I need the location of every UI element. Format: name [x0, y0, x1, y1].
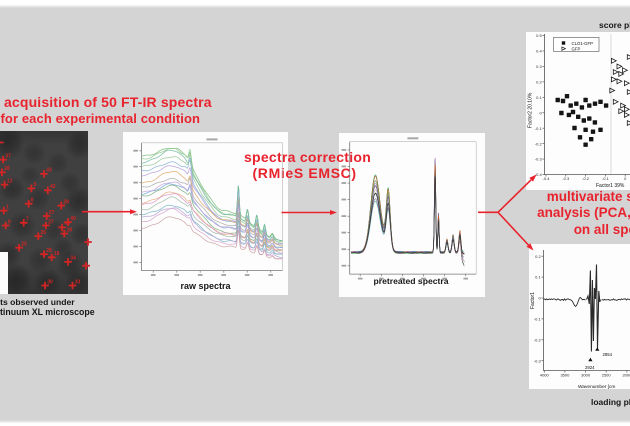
svg-text:-0.3: -0.3 — [535, 157, 543, 162]
svg-text:Wavenumber [cm: Wavenumber [cm — [578, 384, 615, 390]
svg-text:43: 43 — [46, 168, 52, 174]
svg-text:Factor1: Factor1 — [530, 292, 536, 309]
svg-text:2924: 2924 — [585, 365, 595, 370]
svg-text:CLO1-GFP: CLO1-GFP — [572, 41, 594, 46]
svg-text:42: 42 — [50, 184, 56, 190]
svg-text:3000: 3000 — [581, 373, 591, 378]
svg-text:5: 5 — [34, 182, 37, 188]
svg-text:25: 25 — [21, 242, 27, 248]
svg-text:-0.2: -0.2 — [535, 141, 543, 146]
svg-text:-0.3: -0.3 — [534, 358, 542, 363]
svg-text:1: 1 — [6, 204, 9, 210]
svg-text:0: 0 — [624, 176, 627, 181]
svg-text:0.4: 0.4 — [536, 49, 542, 54]
svg-text:37: 37 — [5, 154, 11, 160]
svg-text:-0.4: -0.4 — [543, 176, 551, 181]
svg-text:-0.1: -0.1 — [602, 176, 610, 181]
svg-text:0.1: 0.1 — [536, 95, 542, 100]
svg-text:45: 45 — [64, 221, 70, 227]
svg-text:2854: 2854 — [603, 352, 613, 357]
svg-text:2000: 2000 — [622, 373, 630, 378]
svg-text:Factor1 39%: Factor1 39% — [596, 183, 625, 189]
svg-text:18: 18 — [54, 251, 60, 257]
svg-text:28: 28 — [63, 199, 69, 205]
svg-text:0.1: 0.1 — [535, 275, 541, 280]
svg-text:-0.4: -0.4 — [535, 172, 543, 177]
svg-text:GFP: GFP — [572, 46, 581, 51]
svg-text:0.5: 0.5 — [536, 33, 542, 38]
svg-text:26: 26 — [41, 230, 47, 236]
svg-text:33: 33 — [75, 279, 81, 285]
svg-text:2500: 2500 — [602, 373, 612, 378]
svg-text:28: 28 — [4, 166, 10, 172]
svg-text:0.2: 0.2 — [535, 254, 541, 259]
svg-text:28: 28 — [67, 227, 73, 233]
svg-text:3500: 3500 — [560, 373, 570, 378]
svg-text:4000: 4000 — [540, 373, 550, 378]
svg-text:Factor2 20.10%: Factor2 20.10% — [528, 92, 534, 128]
svg-text:6: 6 — [31, 198, 34, 204]
svg-text:-0.2: -0.2 — [534, 337, 542, 342]
svg-text:27: 27 — [48, 219, 54, 225]
svg-text:7: 7 — [26, 217, 29, 223]
svg-text:0: 0 — [538, 296, 541, 301]
svg-text:12: 12 — [7, 178, 13, 184]
svg-text:28: 28 — [46, 248, 52, 254]
svg-text:0.3: 0.3 — [536, 64, 542, 69]
svg-text:30: 30 — [47, 279, 53, 285]
svg-text:0: 0 — [539, 110, 542, 115]
svg-text:-0.3: -0.3 — [562, 176, 570, 181]
svg-text:34: 34 — [70, 256, 76, 262]
svg-text:9: 9 — [8, 219, 11, 225]
svg-text:-0.1: -0.1 — [535, 126, 543, 131]
svg-text:0.2: 0.2 — [536, 79, 542, 84]
svg-text:40: 40 — [70, 216, 76, 222]
svg-text:-0.2: -0.2 — [582, 176, 590, 181]
svg-text:-0.1: -0.1 — [534, 317, 542, 322]
svg-text:27: 27 — [49, 210, 55, 216]
